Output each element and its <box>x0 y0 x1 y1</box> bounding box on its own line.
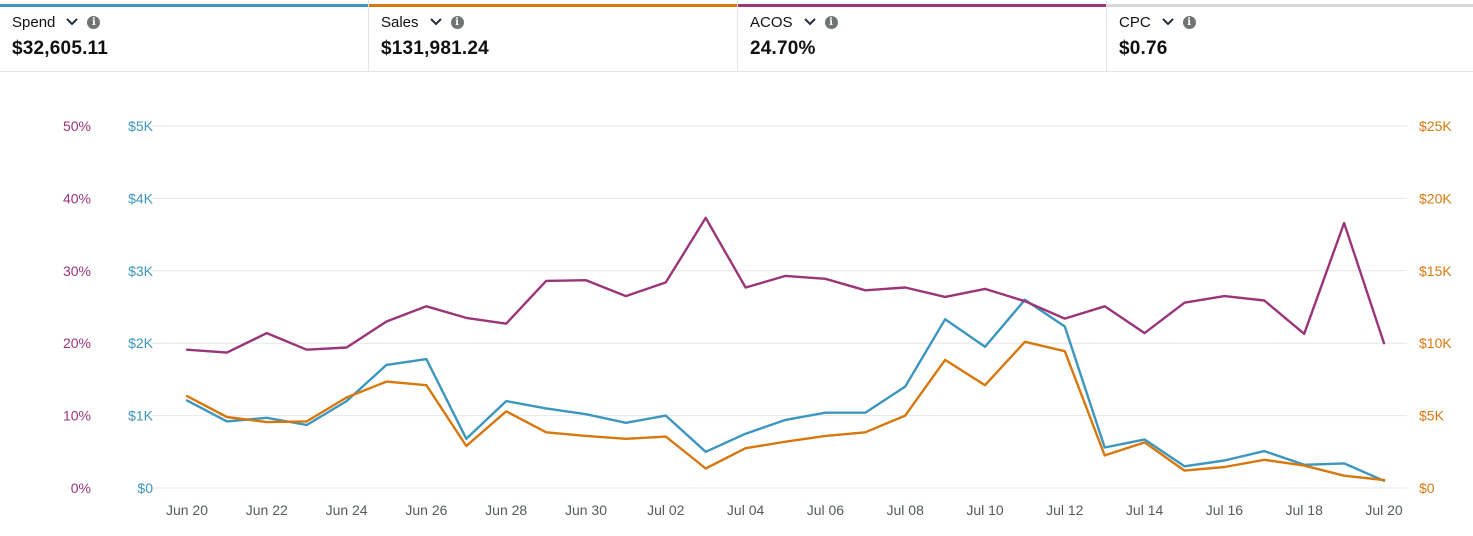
y-tick-label-sales: $5K <box>1419 408 1445 424</box>
y-tick-label-spend: $2K <box>128 335 154 351</box>
x-tick-label: Jun 22 <box>246 502 288 518</box>
metric-value: $0.76 <box>1119 38 1168 59</box>
x-tick-label: Jul 18 <box>1286 502 1324 518</box>
x-tick-label: Jul 12 <box>1046 502 1084 518</box>
y-tick-label-acos: 20% <box>63 335 91 351</box>
x-tick-label: Jun 24 <box>326 502 368 518</box>
y-tick-label-sales: $15K <box>1419 263 1452 279</box>
x-tick-label: Jun 26 <box>405 502 447 518</box>
y-tick-label-acos: 30% <box>63 263 91 279</box>
series-line-acos <box>185 216 1386 354</box>
metric-label: CPC <box>1119 13 1151 31</box>
info-icon[interactable]: i <box>450 15 464 29</box>
y-tick-label-sales: $10K <box>1419 335 1452 351</box>
metric-label: ACOS <box>750 13 793 31</box>
y-tick-label-spend: $3K <box>128 263 154 279</box>
metric-label-row: CPC i <box>1119 10 1473 34</box>
x-tick-label: Jul 20 <box>1365 502 1403 518</box>
metric-card-sales[interactable]: Sales i $131,981.24 <box>369 0 738 71</box>
info-icon[interactable]: i <box>1182 15 1196 29</box>
y-tick-label-acos: 40% <box>63 190 91 206</box>
info-icon[interactable]: i <box>87 15 101 29</box>
metric-value: $32,605.11 <box>12 38 109 59</box>
x-tick-label: Jul 08 <box>887 502 925 518</box>
y-tick-label-spend: $5K <box>128 118 154 134</box>
metric-label-row: Spend i <box>12 10 368 34</box>
metric-color-bar <box>0 4 368 7</box>
metric-label-row: ACOS i <box>750 10 1106 34</box>
x-tick-label: Jul 06 <box>807 502 845 518</box>
series-line-spend <box>185 298 1386 482</box>
y-tick-label-spend: $0 <box>137 480 153 496</box>
chevron-down-icon[interactable] <box>429 15 443 29</box>
metric-label: Sales <box>381 13 419 31</box>
metric-card-acos[interactable]: ACOS i 24.70% <box>738 0 1107 71</box>
metric-value: 24.70% <box>750 38 816 59</box>
metric-label: Spend <box>12 13 56 31</box>
chevron-down-icon[interactable] <box>65 15 79 29</box>
info-icon[interactable]: i <box>824 15 838 29</box>
x-tick-label: Jul 16 <box>1206 502 1244 518</box>
y-tick-label-acos: 10% <box>63 408 91 424</box>
y-tick-label-acos: 50% <box>63 118 91 134</box>
x-tick-label: Jul 14 <box>1126 502 1164 518</box>
x-tick-label: Jul 02 <box>647 502 685 518</box>
y-tick-label-sales: $0 <box>1419 480 1435 496</box>
metric-color-bar <box>369 4 737 7</box>
metric-card-spend[interactable]: Spend i $32,605.11 <box>0 0 369 71</box>
metric-card-cpc[interactable]: CPC i $0.76 <box>1107 0 1473 71</box>
y-tick-label-acos: 0% <box>71 480 91 496</box>
y-tick-label-sales: $25K <box>1419 118 1452 134</box>
metric-value: $131,981.24 <box>381 38 489 59</box>
y-tick-label-spend: $4K <box>128 190 154 206</box>
metric-color-bar <box>738 4 1106 7</box>
metric-cards: Spend i $32,605.11 Sales i $131,981.24 A… <box>0 0 1473 72</box>
metric-label-row: Sales i <box>381 10 737 34</box>
x-tick-label: Jul 10 <box>966 502 1004 518</box>
performance-line-chart: 0% 10% 20% 30% 40% 50% $0 $1K $2K $3K $4K $5K $0 $5K $… <box>63 118 1452 518</box>
metric-color-bar <box>1107 4 1473 7</box>
y-tick-label-spend: $1K <box>128 408 154 424</box>
x-tick-label: Jun 28 <box>485 502 527 518</box>
y-tick-label-sales: $20K <box>1419 190 1452 206</box>
x-tick-label: Jul 04 <box>727 502 765 518</box>
series-line-sales <box>185 340 1386 482</box>
chevron-down-icon[interactable] <box>803 15 817 29</box>
chevron-down-icon[interactable] <box>1161 15 1175 29</box>
x-tick-label: Jun 30 <box>565 502 607 518</box>
x-tick-label: Jun 20 <box>166 502 208 518</box>
